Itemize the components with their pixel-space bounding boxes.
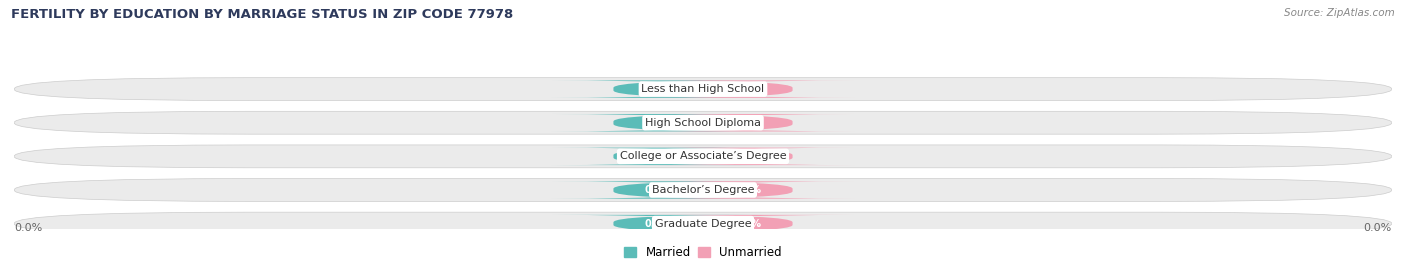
FancyBboxPatch shape (551, 80, 765, 98)
Legend: Married, Unmarried: Married, Unmarried (621, 243, 785, 261)
Text: 0.0%: 0.0% (734, 219, 761, 229)
FancyBboxPatch shape (14, 212, 1392, 235)
FancyBboxPatch shape (551, 215, 765, 232)
FancyBboxPatch shape (14, 145, 1392, 168)
FancyBboxPatch shape (14, 111, 1392, 134)
Text: 0.0%: 0.0% (645, 185, 672, 195)
FancyBboxPatch shape (641, 148, 855, 165)
FancyBboxPatch shape (641, 114, 855, 132)
FancyBboxPatch shape (641, 181, 855, 199)
FancyBboxPatch shape (551, 114, 765, 132)
FancyBboxPatch shape (14, 179, 1392, 201)
Text: Less than High School: Less than High School (641, 84, 765, 94)
Text: 0.0%: 0.0% (645, 219, 672, 229)
Text: 0.0%: 0.0% (645, 84, 672, 94)
Text: Graduate Degree: Graduate Degree (655, 219, 751, 229)
Text: 0.0%: 0.0% (645, 118, 672, 128)
Text: 0.0%: 0.0% (1364, 223, 1392, 233)
Text: FERTILITY BY EDUCATION BY MARRIAGE STATUS IN ZIP CODE 77978: FERTILITY BY EDUCATION BY MARRIAGE STATU… (11, 8, 513, 21)
FancyBboxPatch shape (641, 215, 855, 232)
Text: 0.0%: 0.0% (14, 223, 42, 233)
Text: 0.0%: 0.0% (734, 118, 761, 128)
Text: 0.0%: 0.0% (734, 84, 761, 94)
FancyBboxPatch shape (641, 80, 855, 98)
FancyBboxPatch shape (551, 148, 765, 165)
Text: Bachelor’s Degree: Bachelor’s Degree (652, 185, 754, 195)
Text: College or Associate’s Degree: College or Associate’s Degree (620, 151, 786, 161)
Text: Source: ZipAtlas.com: Source: ZipAtlas.com (1284, 8, 1395, 18)
Text: 0.0%: 0.0% (734, 151, 761, 161)
Text: 0.0%: 0.0% (645, 151, 672, 161)
Text: High School Diploma: High School Diploma (645, 118, 761, 128)
FancyBboxPatch shape (551, 181, 765, 199)
FancyBboxPatch shape (14, 78, 1392, 101)
Text: 0.0%: 0.0% (734, 185, 761, 195)
